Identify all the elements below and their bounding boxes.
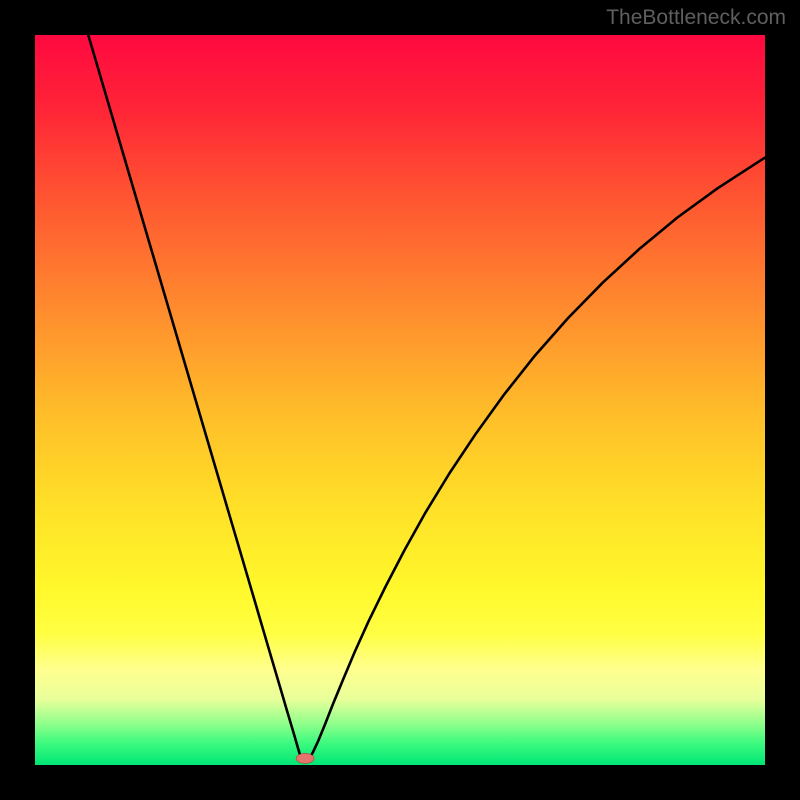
curve-layer — [35, 35, 765, 765]
plot-area — [35, 35, 765, 765]
watermark-text: TheBottleneck.com — [606, 6, 786, 30]
bottleneck-curve — [88, 35, 765, 761]
minimum-marker — [296, 753, 314, 763]
chart-container: TheBottleneck.com — [0, 0, 800, 800]
